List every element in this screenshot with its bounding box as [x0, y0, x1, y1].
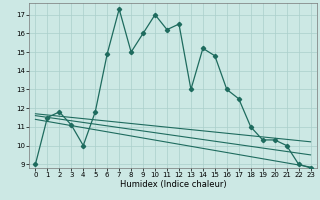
X-axis label: Humidex (Indice chaleur): Humidex (Indice chaleur): [120, 180, 226, 189]
